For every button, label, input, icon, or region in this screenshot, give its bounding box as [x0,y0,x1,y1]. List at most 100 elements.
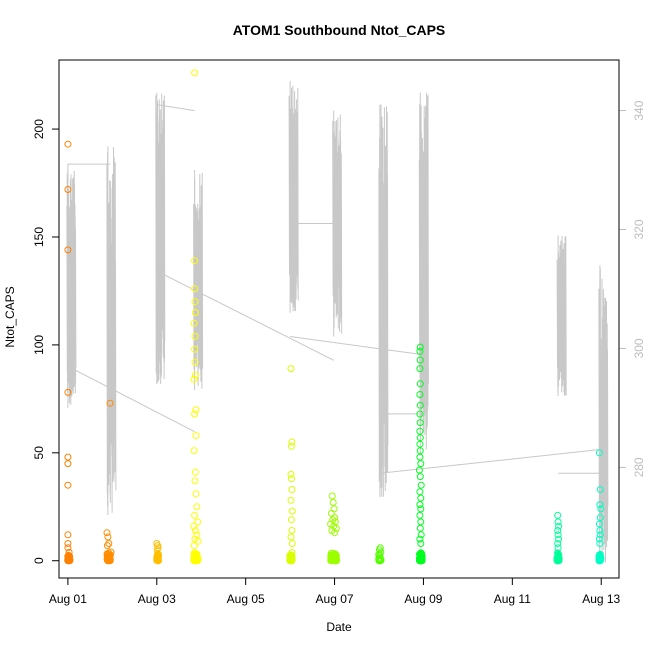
scatter-point [64,544,72,552]
scatter-point [191,410,199,418]
y2-tick-label: 320 [632,219,646,239]
scatter-point [191,309,199,316]
x-tick-label: Aug 07 [316,592,354,606]
y2-tick-label: 340 [632,100,646,120]
trace-burst [378,104,389,497]
scatter-point [288,527,296,534]
x-tick-label: Aug 01 [49,592,87,606]
scatter-point [416,401,424,409]
scatter-point [288,486,296,493]
scatter-point [191,69,199,77]
series-aug-13 [595,449,605,565]
scatter-point [64,460,72,468]
scatter-point [554,531,562,539]
scatter-point [597,505,605,513]
scatter-point [287,365,295,373]
scatter-point [416,356,424,364]
scatter-point [416,365,424,373]
scatter-point [192,490,200,498]
trace-burst [332,114,343,334]
scatter-point [64,140,72,148]
scatter-point [416,419,424,427]
scatter-point [191,527,199,534]
y-axis-label: Ntot_CAPS [3,286,17,347]
scatter-point [107,548,115,556]
scatter-point [331,529,339,537]
chart-title: ATOM1 Southbound Ntot_CAPS [233,22,446,38]
scatter-point [287,516,295,524]
scatter-point [191,332,199,340]
scatter-point [106,399,114,407]
scatter-point [375,557,383,565]
trace-burst [155,93,166,385]
y-tick-label: 100 [32,335,46,355]
scatter-point [105,556,112,564]
trace-burst [418,92,429,450]
scatter-point [190,522,198,530]
scatter-point [555,535,563,543]
scatter-point [287,533,295,541]
y2-tick-label: 280 [632,457,646,477]
scatter-point [64,531,72,539]
scatter-point [288,507,296,515]
trace-connector [290,336,421,355]
series-aug-02 [103,399,115,565]
scatter-point [287,496,295,504]
x-tick-label: Aug 13 [582,592,620,606]
scatter-point [416,434,424,442]
scatter-point [329,499,337,506]
scatter-point [596,531,604,539]
scatter-point [65,552,73,559]
series-aug-04 [190,69,202,565]
y-tick-label: 150 [32,227,46,247]
scatter-point [554,518,562,526]
scatter-point [190,557,198,564]
scatter-point [287,442,295,450]
axis-layer: Aug 01 Aug 03 Aug 05 Aug 07 Aug 09 Aug 11 Aug … [32,100,646,606]
y-tick-label: 200 [32,119,46,139]
x-axis-label: Date [326,620,352,634]
scatter-point [287,475,295,483]
scatter-point [597,556,604,564]
scatter-point [416,343,424,351]
scatter-point [416,380,424,388]
scatter-point [417,481,425,489]
scatter-point [153,546,161,554]
scatter-point [103,529,111,537]
scatter-point [191,371,199,379]
scatter-point [104,533,112,541]
trace-connector [67,365,195,433]
scatter-point [191,477,199,485]
scatter-point [417,531,425,539]
scatter-point [194,518,202,526]
x-tick-label: Aug 09 [404,592,442,606]
scatter-point [416,440,424,448]
scatter-point [287,470,295,478]
scatter-point [416,347,424,355]
series-aug-01 [64,140,74,565]
series-aug-03 [153,540,162,565]
scatter-point [331,555,339,563]
scatter-point [191,285,199,293]
scatter-point [190,542,198,550]
scatter-point [417,460,425,468]
scatter-point [192,432,200,439]
scatter-point [194,537,202,545]
x-tick-label: Aug 05 [227,592,265,606]
scatter-point [191,345,199,353]
scatter-point [417,505,425,513]
x-tick-label: Aug 03 [138,592,176,606]
scatter-point [416,410,424,418]
scatter-point [416,427,424,435]
scatter-point [554,552,562,560]
x-tick-label: Aug 11 [494,592,531,606]
scatter-point [595,520,603,528]
scatter-point [416,391,424,398]
scatter-point [191,468,199,476]
scatter-point [193,531,201,539]
scatter-point [287,556,295,564]
scatter-point [417,540,425,547]
plot-frame [58,59,620,579]
